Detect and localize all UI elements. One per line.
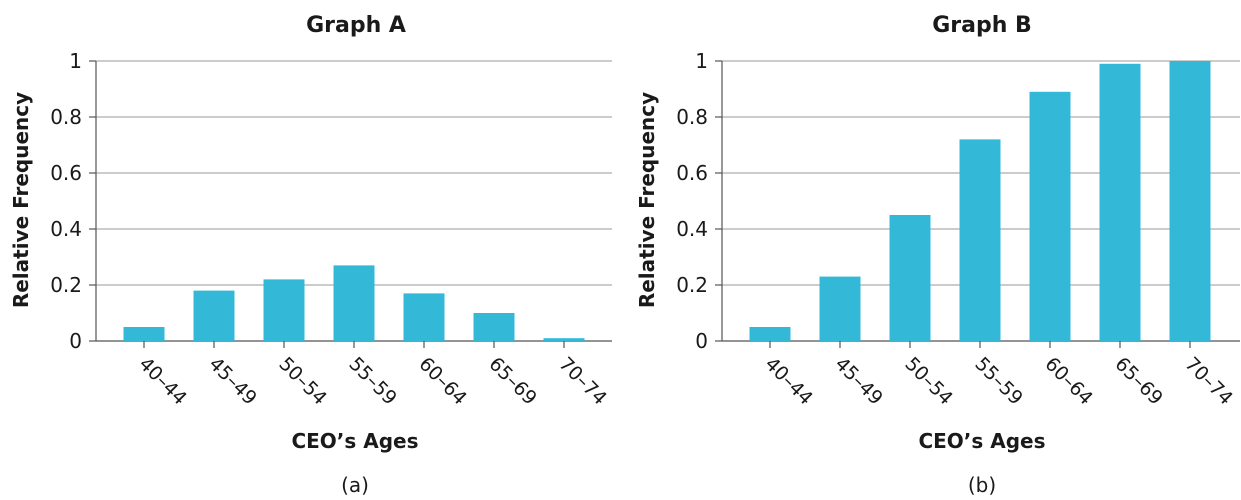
chart-title: Graph A [306,13,406,38]
x-axis-label: CEO’s Ages [291,429,418,453]
y-tick-label: 0.6 [676,161,708,185]
bar [543,338,585,341]
x-tick-label: 55–59 [344,353,400,409]
y-tick-label: 0.4 [676,217,708,241]
bar [123,327,165,341]
y-tick-label: 0.4 [50,217,82,241]
x-tick-label: 40–44 [760,353,816,409]
y-tick-label: 0 [69,329,82,353]
y-axis-label: Relative Frequency [9,92,33,308]
y-axis-label: Relative Frequency [635,92,659,308]
bar [1169,61,1211,341]
bar [403,293,445,341]
bar [473,313,515,341]
bar [263,279,305,341]
bar [1099,63,1141,342]
bar [819,276,861,341]
bar [193,290,235,341]
y-tick-label: 1 [695,49,708,73]
panel-a: Graph A Relative Frequency CEO’s Ages (a… [9,13,612,497]
bar [889,215,931,341]
x-tick-label: 50–54 [900,353,956,409]
x-tick-label: 45–49 [830,353,886,409]
caption: (b) [968,473,996,497]
plot-area: 0 0.2 0.4 0.6 0.8 1 40–44 45–49 50–54 55–59 60–64 6… [676,49,1240,409]
panel-b: Graph B Relative Frequency CEO’s Ages (b… [635,13,1240,497]
y-tick-label: 0.6 [50,161,82,185]
y-tick-label: 0.2 [676,273,708,297]
x-tick-label: 45–49 [204,353,260,409]
x-tick-label: 65–69 [484,353,540,409]
bar [1029,91,1071,341]
x-tick-label: 70–74 [1180,353,1236,409]
y-tick-label: 0 [695,329,708,353]
bar [333,265,375,341]
chart-title: Graph B [932,13,1032,38]
bar [749,327,791,341]
caption: (a) [341,473,369,497]
x-tick-label: 55–59 [970,353,1026,409]
y-tick-label: 1 [69,49,82,73]
x-tick-label: 40–44 [134,353,190,409]
x-tick-label: 65–69 [1110,353,1166,409]
x-tick-label: 70–74 [554,353,610,409]
plot-area: 0 0.2 0.4 0.6 0.8 1 40–44 45–49 50–54 55–59 60–64 6… [50,49,612,409]
bar [959,139,1001,341]
x-tick-label: 60–64 [414,353,470,409]
x-tick-label: 50–54 [274,353,330,409]
x-axis-label: CEO’s Ages [918,429,1045,453]
y-tick-label: 0.8 [676,105,708,129]
x-tick-label: 60–64 [1040,353,1096,409]
y-tick-label: 0.8 [50,105,82,129]
y-tick-label: 0.2 [50,273,82,297]
